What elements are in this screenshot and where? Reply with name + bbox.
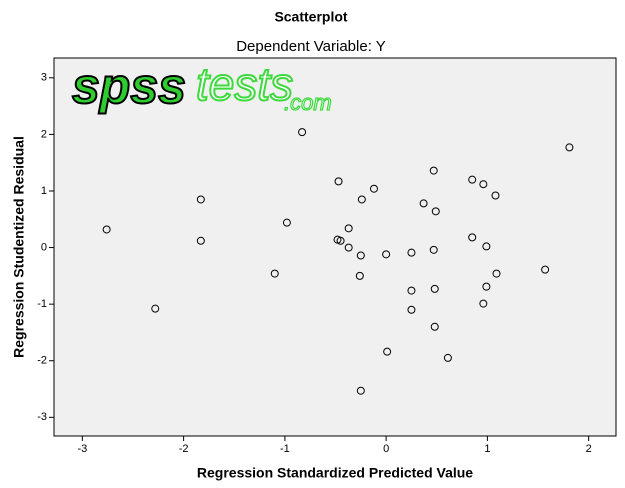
chart-title: Scatterplot	[274, 9, 347, 25]
point	[541, 265, 550, 274]
x-tick-label: -2	[179, 443, 189, 455]
point	[407, 305, 416, 314]
y-axis-label: Regression Studentized Residual	[11, 136, 27, 358]
point	[479, 299, 488, 308]
x-tick-label: 2	[586, 443, 592, 455]
point	[282, 218, 291, 227]
point	[565, 143, 574, 152]
point	[356, 386, 365, 395]
x-tick-label: -1	[280, 443, 290, 455]
point	[407, 248, 416, 257]
y-tick-label: -2	[37, 355, 47, 367]
watermark: .com	[284, 90, 332, 115]
point	[429, 166, 438, 175]
y-tick-label: 2	[41, 128, 47, 140]
point	[431, 207, 440, 216]
point	[430, 284, 439, 293]
point	[356, 251, 365, 260]
point	[430, 322, 439, 331]
point	[336, 236, 345, 245]
point	[491, 191, 500, 200]
point	[355, 271, 364, 280]
point	[407, 286, 416, 295]
point	[492, 269, 501, 278]
y-tick-label: 1	[41, 185, 47, 197]
point	[419, 199, 428, 208]
point	[468, 233, 477, 242]
chart-subtitle: Dependent Variable: Y	[236, 38, 386, 55]
point	[344, 224, 353, 233]
x-tick-label: 1	[484, 443, 490, 455]
watermark: spss	[72, 58, 186, 114]
point	[443, 353, 452, 362]
point	[344, 243, 353, 252]
point	[382, 250, 391, 259]
plot-area	[53, 57, 617, 437]
y-tick-label: 0	[41, 241, 47, 253]
point	[479, 180, 488, 189]
point	[196, 236, 205, 245]
y-tick-label: 3	[41, 72, 47, 84]
point	[196, 195, 205, 204]
point	[357, 195, 366, 204]
y-tick-label: -3	[37, 411, 47, 423]
point	[298, 128, 307, 137]
x-tick-label: 0	[383, 443, 389, 455]
y-tick-label: -1	[37, 298, 47, 310]
point	[383, 347, 392, 356]
point	[482, 242, 491, 251]
point	[270, 269, 279, 278]
point	[369, 184, 378, 193]
point	[468, 175, 477, 184]
x-tick-label: -3	[77, 443, 87, 455]
point	[151, 304, 160, 313]
point	[482, 282, 491, 291]
point	[102, 225, 111, 234]
x-axis-label: Regression Standardized Predicted Value	[197, 465, 473, 481]
point	[334, 177, 343, 186]
point	[429, 245, 438, 254]
watermark: tests	[196, 58, 293, 110]
